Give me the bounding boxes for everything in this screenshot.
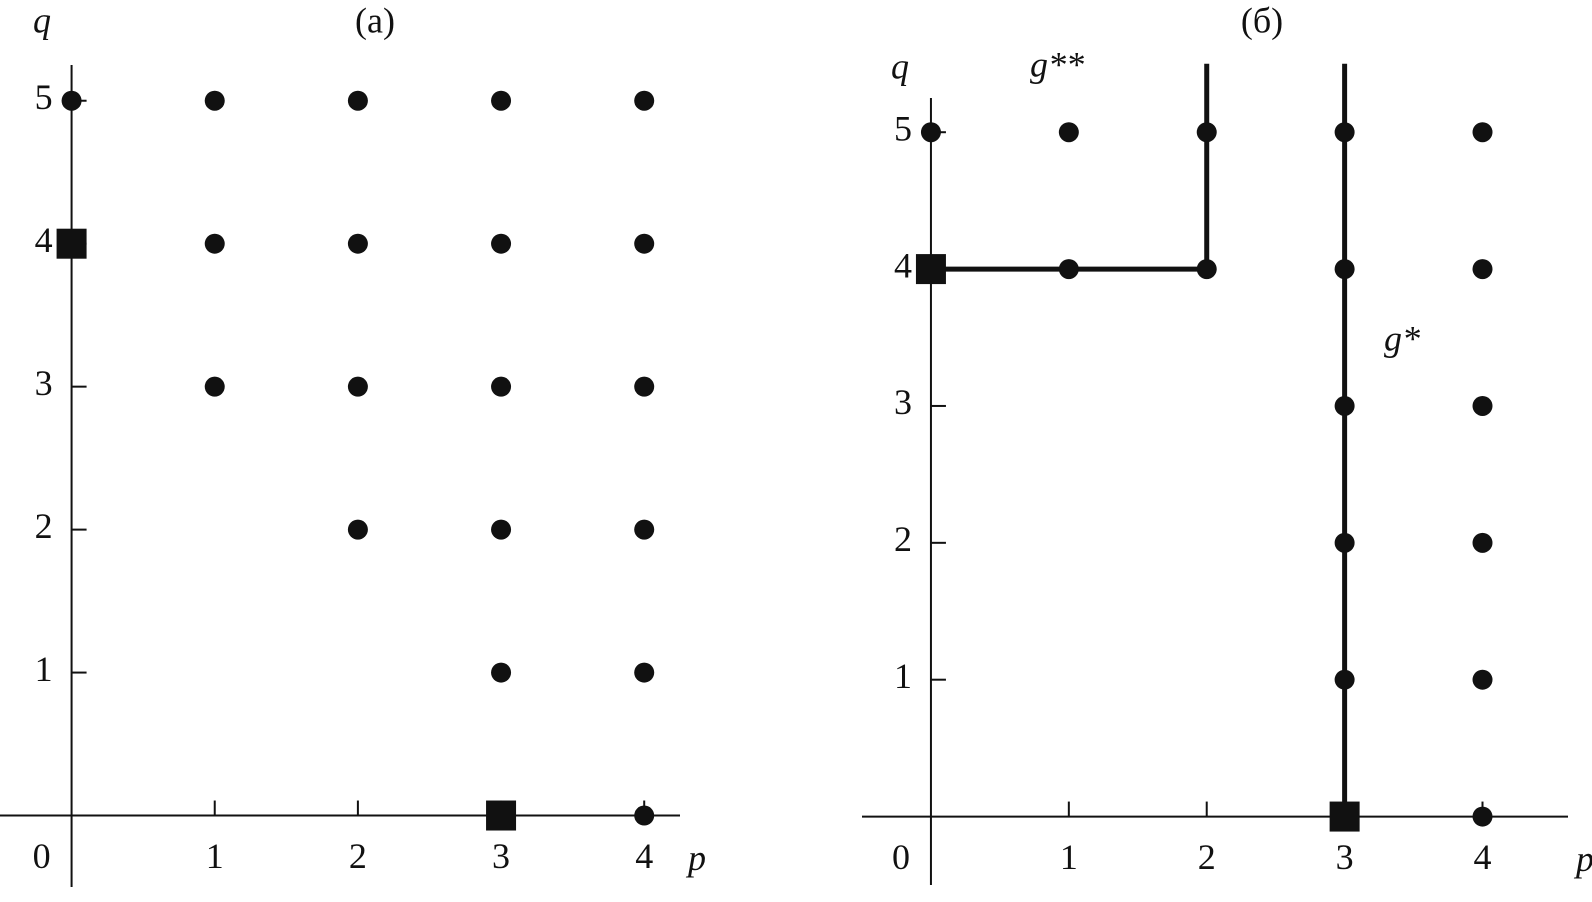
lattice-point xyxy=(491,90,512,111)
y-tick-label: 4 xyxy=(894,245,912,285)
lattice-point xyxy=(1472,259,1493,280)
y-tick-label: 5 xyxy=(894,108,912,148)
path-label: g* xyxy=(1384,318,1420,358)
y-tick-label: 2 xyxy=(894,519,912,559)
lattice-point xyxy=(634,90,655,111)
lattice-point xyxy=(1472,806,1493,827)
lattice-point xyxy=(1472,669,1493,690)
lattice-point xyxy=(634,376,655,397)
x-tick-label: 0 xyxy=(892,837,910,877)
lattice-point xyxy=(1334,122,1355,143)
lattice-point xyxy=(1334,259,1355,280)
lattice-point xyxy=(1334,395,1355,416)
y-tick-label: 2 xyxy=(35,506,53,546)
lattice-point xyxy=(347,376,368,397)
path-line xyxy=(930,63,1210,272)
x-axis-label: p xyxy=(1573,839,1592,879)
x-tick-label: 1 xyxy=(206,836,224,876)
square-point xyxy=(1329,801,1360,832)
lattice-point xyxy=(204,233,225,254)
lattice-point xyxy=(204,90,225,111)
x-tick-label: 4 xyxy=(635,836,653,876)
lattice-point xyxy=(491,519,512,540)
lattice-point xyxy=(204,376,225,397)
lattice-point xyxy=(634,233,655,254)
lattice-point xyxy=(491,376,512,397)
lattice-point xyxy=(634,805,655,826)
x-tick-label: 3 xyxy=(492,836,510,876)
lattice-point xyxy=(347,90,368,111)
lattice-point xyxy=(61,90,82,111)
y-tick-label: 3 xyxy=(35,363,53,403)
lattice-point xyxy=(491,662,512,683)
lattice-point xyxy=(491,233,512,254)
x-tick-label: 1 xyxy=(1060,837,1078,877)
panel-title: (a) xyxy=(355,0,395,40)
lattice-point xyxy=(347,233,368,254)
lattice-point xyxy=(1472,395,1493,416)
y-axis-label: q xyxy=(33,0,51,40)
y-tick-label: 5 xyxy=(35,77,53,117)
x-tick-label: 0 xyxy=(33,836,51,876)
square-point xyxy=(486,800,517,831)
square-point xyxy=(56,228,87,259)
lattice-point xyxy=(347,519,368,540)
lattice-point xyxy=(634,662,655,683)
y-tick-label: 1 xyxy=(35,649,53,689)
panel-title: (б) xyxy=(1241,0,1283,40)
y-tick-label: 3 xyxy=(894,382,912,422)
y-tick-label: 4 xyxy=(35,220,53,260)
y-tick-label: 1 xyxy=(894,656,912,696)
x-tick-label: 2 xyxy=(1198,837,1216,877)
lattice-point xyxy=(1058,259,1079,280)
square-point xyxy=(915,254,946,285)
lattice-point xyxy=(1196,122,1217,143)
x-tick-label: 3 xyxy=(1336,837,1354,877)
lattice-point xyxy=(920,122,941,143)
x-tick-label: 2 xyxy=(349,836,367,876)
x-tick-label: 4 xyxy=(1474,837,1492,877)
y-axis-label: q xyxy=(891,46,909,86)
lattice-point xyxy=(1196,259,1217,280)
lattice-point xyxy=(1334,532,1355,553)
lattice-point xyxy=(1334,669,1355,690)
path-label: g** xyxy=(1030,44,1084,84)
lattice-point xyxy=(1472,122,1493,143)
x-axis-label: p xyxy=(685,838,706,878)
lattice-point xyxy=(1058,122,1079,143)
lattice-point xyxy=(634,519,655,540)
lattice-point xyxy=(1472,532,1493,553)
